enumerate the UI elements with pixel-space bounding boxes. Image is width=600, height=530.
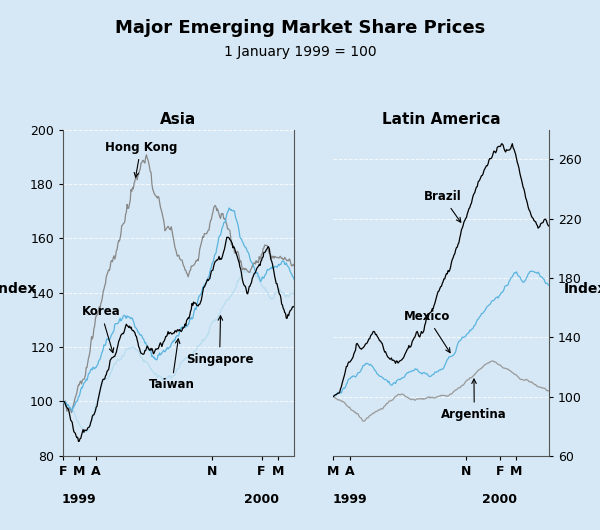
Text: 2000: 2000: [482, 493, 517, 506]
Text: 1999: 1999: [62, 493, 97, 506]
Text: Major Emerging Market Share Prices: Major Emerging Market Share Prices: [115, 19, 485, 37]
Text: Korea: Korea: [82, 305, 120, 352]
Text: Taiwan: Taiwan: [149, 339, 194, 391]
Text: Mexico: Mexico: [404, 311, 450, 352]
Text: Brazil: Brazil: [424, 190, 461, 222]
Text: Argentina: Argentina: [442, 379, 507, 421]
Text: 2000: 2000: [244, 493, 279, 506]
Text: 1 January 1999 = 100: 1 January 1999 = 100: [224, 45, 376, 58]
Text: 1999: 1999: [332, 493, 367, 506]
Text: Hong Kong: Hong Kong: [105, 141, 177, 177]
Title: Asia: Asia: [160, 112, 197, 127]
Title: Latin America: Latin America: [382, 112, 500, 127]
Text: Index: Index: [563, 282, 600, 296]
Text: Singapore: Singapore: [186, 316, 253, 366]
Text: Index: Index: [0, 282, 37, 296]
